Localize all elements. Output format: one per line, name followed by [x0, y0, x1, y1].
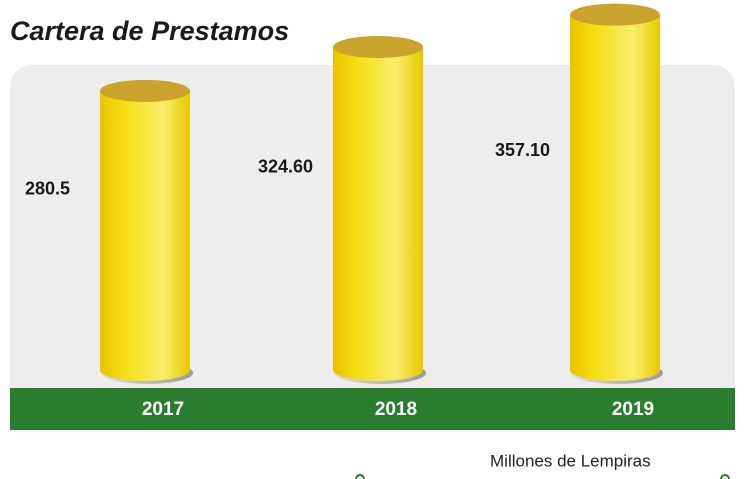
chart-title: Cartera de Prestamos [10, 16, 289, 46]
x-tick-label: 2019 [612, 399, 654, 420]
value-label: 357.10 [495, 140, 550, 160]
cylinder-top [570, 3, 660, 26]
x-tick-label: 2018 [375, 399, 417, 420]
category-band [10, 388, 735, 430]
value-label: 324.60 [258, 156, 313, 176]
bar [570, 14, 660, 382]
unit-note: Millones de Lempiras [490, 451, 651, 470]
bar [100, 90, 190, 381]
decor-dot [720, 474, 730, 479]
bar [333, 47, 423, 381]
cylinder-top [100, 79, 190, 102]
x-tick-label: 2017 [142, 399, 184, 420]
value-label: 280.5 [25, 179, 70, 199]
cylinder-top [333, 36, 423, 59]
decor-dot [355, 474, 365, 479]
